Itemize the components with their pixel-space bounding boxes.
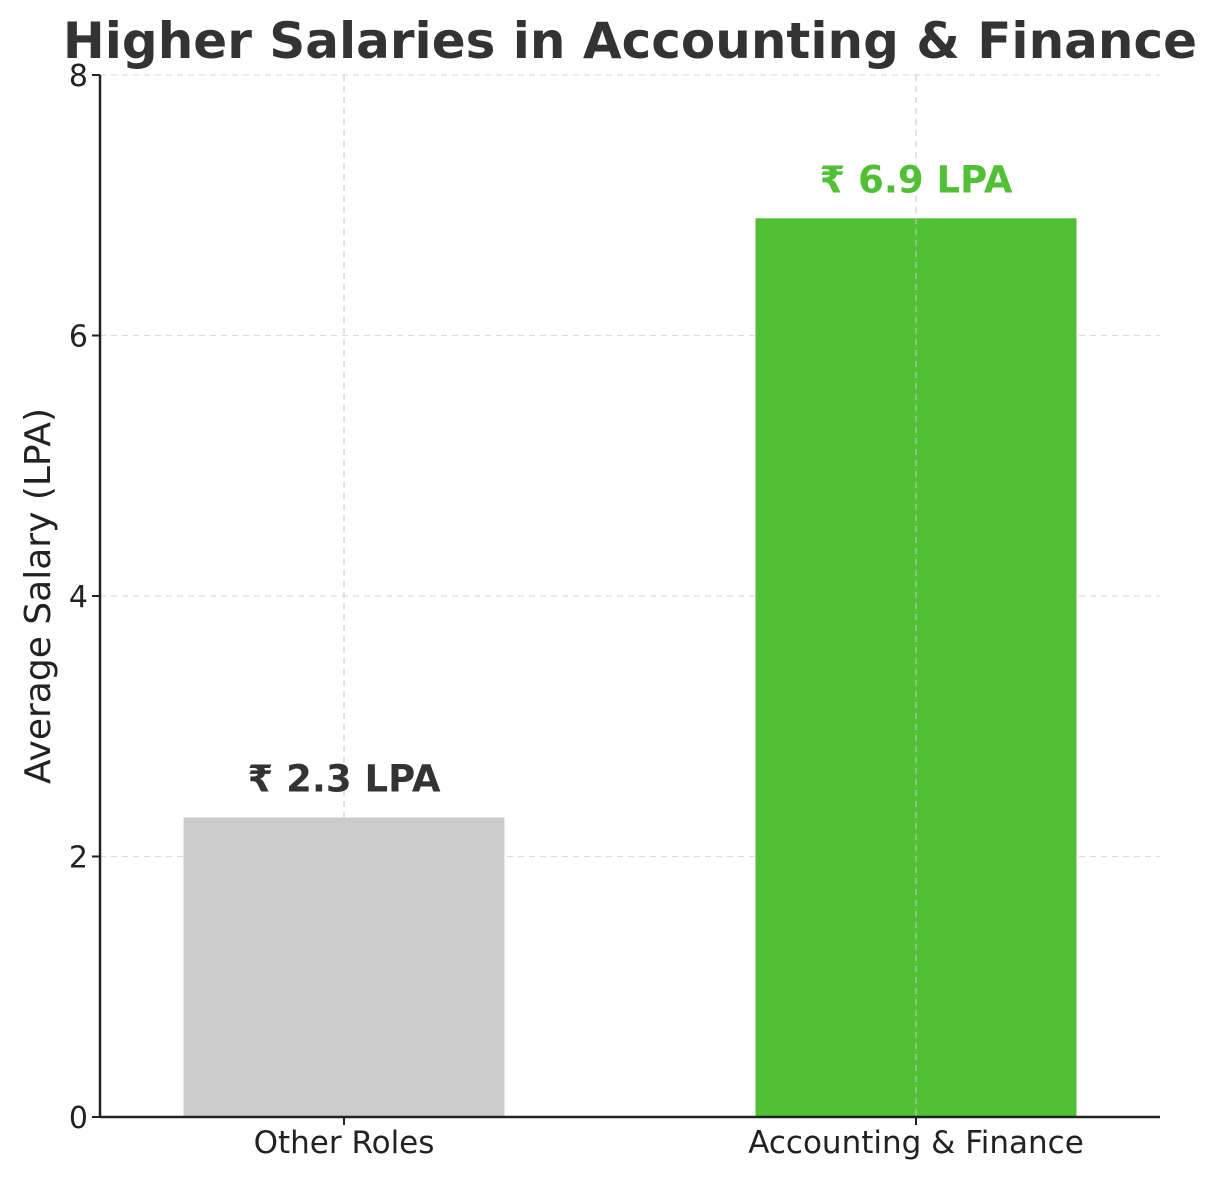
tick-layer: 0 2 4 6 8 Other Roles Accounting & Finance [69, 59, 1084, 1161]
x-tick-label: Other Roles [254, 1125, 435, 1161]
y-tick-label: 6 [69, 320, 88, 355]
chart-title: Higher Salaries in Accounting & Finance [63, 12, 1197, 70]
y-tick-label: 8 [69, 59, 88, 94]
bar-layer [183, 218, 1077, 1117]
value-label-layer: ₹ 2.3 LPA ₹ 6.9 LPA [248, 158, 1013, 800]
y-tick-label: 0 [69, 1101, 88, 1136]
bar-value-label: ₹ 2.3 LPA [248, 757, 441, 800]
y-tick-label: 2 [69, 841, 88, 876]
bar-value-label: ₹ 6.9 LPA [820, 158, 1013, 201]
y-axis-label: Average Salary (LPA) [18, 408, 59, 784]
x-grid-layer [343, 75, 917, 1117]
x-tick-label: Accounting & Finance [748, 1125, 1084, 1161]
y-tick-label: 4 [69, 580, 88, 615]
